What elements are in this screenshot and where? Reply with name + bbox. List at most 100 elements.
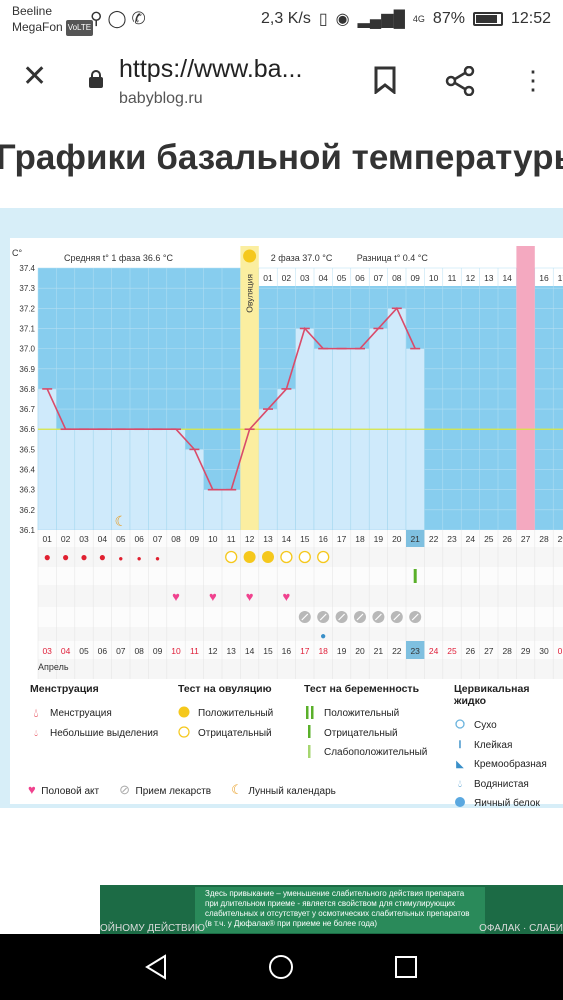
temp-bar	[221, 489, 241, 531]
date-label: 11	[190, 646, 199, 656]
y-tick-label: 37.1	[19, 324, 35, 333]
carrier-info: Beeline MegaFon VoLTE	[12, 3, 94, 36]
cycle-day-label: 12	[245, 534, 255, 544]
cycle-day-label: 08	[171, 534, 181, 544]
date-label: 10	[171, 646, 181, 656]
recents-icon[interactable]	[393, 954, 419, 980]
cycle-day-label: 20	[392, 534, 402, 544]
vibrate-icon: ▯	[318, 11, 328, 28]
more-menu-icon[interactable]: ⋮	[520, 65, 546, 95]
legend-item: Яичный белок	[474, 798, 540, 810]
status-bar: Beeline MegaFon VoLTE ⚲◯✆ 2,3 K/s ▯ ◉ ▂▄▆…	[0, 0, 563, 40]
pregnancy-negative-icon	[304, 725, 316, 741]
phase2-day-label: 01	[263, 273, 273, 283]
cycle-day-label: 17	[337, 534, 347, 544]
legend-item: Отрицательный	[324, 727, 398, 739]
ovulation-sun-icon	[243, 249, 257, 263]
cycle-day-label: 09	[190, 534, 200, 544]
positive-test-icon	[178, 706, 190, 721]
legend-item: Сухо	[474, 720, 497, 732]
carrier-1: Beeline	[12, 4, 53, 18]
legend-item: Слабоположительный	[324, 747, 428, 759]
phase2-average: 2 фаза 37.0 °C	[271, 253, 333, 263]
pill-icon: ⊘	[119, 782, 130, 797]
back-icon[interactable]	[143, 954, 169, 980]
legend-sex: ♥ Половой акт	[28, 782, 100, 797]
temp-bar	[184, 449, 204, 531]
marker-row	[38, 641, 563, 659]
ad-banner[interactable]: Здесь привыкание – уменьшение слабительн…	[100, 885, 563, 935]
phase2-day-label: 08	[392, 273, 402, 283]
temp-bar	[37, 388, 57, 531]
heart-icon: ♥	[172, 589, 180, 604]
y-axis-unit: C°	[12, 248, 22, 258]
carrier-2: MegaFon	[12, 20, 63, 34]
legend-item: Клейкая	[474, 739, 513, 751]
y-tick-label: 37.3	[19, 284, 35, 293]
notification-icons: ⚲◯✆	[90, 9, 151, 29]
negative-test-icon	[178, 726, 190, 741]
phase2-day-label: 04	[318, 273, 328, 283]
pill-icon-stroke	[411, 613, 419, 621]
pill-icon-stroke	[374, 613, 382, 621]
cycle-day-label: 16	[318, 534, 328, 544]
ad-text: Здесь привыкание – уменьшение слабительн…	[195, 887, 485, 933]
pregnancy-test-icon	[413, 569, 417, 583]
legend-menstruation: Менструация 💧︎ Менструация 💧︎ Небольшие вы…	[30, 683, 158, 743]
phase2-day-label: 11	[448, 273, 457, 283]
pill-icon-stroke	[393, 613, 401, 621]
date-label: 14	[245, 646, 255, 656]
menstruation-drop-icon: ●	[80, 550, 87, 564]
y-tick-label: 37.2	[19, 304, 35, 313]
net-speed: 2,3 K/s	[261, 10, 311, 27]
cycle-day-label: 22	[429, 534, 439, 544]
marker-row	[38, 530, 563, 547]
volte-badge: VoLTE	[65, 19, 94, 36]
y-tick-label: 36.6	[19, 425, 35, 434]
phase2-day-label: 07	[374, 273, 384, 283]
cycle-day-label: 03	[79, 534, 89, 544]
date-label: 04	[61, 646, 71, 656]
bookmark-icon[interactable]	[373, 66, 397, 94]
y-tick-label: 36.3	[19, 486, 35, 495]
legend-item: Положительный	[324, 708, 400, 720]
phase1-average: Средняя t° 1 фаза 36.6 °C	[64, 253, 173, 263]
y-tick-label: 36.7	[19, 405, 35, 414]
date-label: 30	[539, 646, 549, 656]
ov-test-positive-icon	[262, 551, 274, 563]
phase2-day-label: 05	[337, 273, 347, 283]
viber-icon: ✆	[131, 9, 151, 28]
date-label: 28	[502, 646, 512, 656]
ov-test-negative-icon	[225, 550, 238, 564]
cycle-day-label: 25	[484, 534, 494, 544]
date-label: 15	[263, 646, 273, 656]
cycle-day-label: 27	[521, 534, 531, 544]
menstruation-drop-icon: ●	[44, 550, 51, 564]
share-icon[interactable]	[445, 66, 475, 96]
temp-bar	[129, 428, 149, 531]
phase2-day-label: 13	[484, 273, 494, 283]
date-label: 06	[98, 646, 108, 656]
cycle-day-label: 14	[282, 534, 292, 544]
home-icon[interactable]	[268, 954, 294, 980]
date-label: 22	[392, 646, 402, 656]
temp-bar	[313, 348, 333, 531]
legend-item: Положительный	[198, 708, 274, 720]
url-text[interactable]: https://www.ba...	[119, 55, 303, 83]
clock: 12:52	[510, 10, 551, 27]
date-label: 20	[355, 646, 365, 656]
page-title: Графики базальной температуры	[0, 138, 563, 177]
discharge-drop-icon: ●	[137, 554, 142, 563]
cycle-day-label: 01	[42, 534, 52, 544]
cycle-day-label: 23	[447, 534, 457, 544]
temp-bar	[166, 428, 186, 531]
ov-test-negative-icon	[280, 550, 293, 564]
close-icon[interactable]: ✕	[22, 60, 48, 93]
watery-drop-icon: ●	[320, 631, 326, 642]
date-label: 29	[521, 646, 531, 656]
eye-icon: ◉	[335, 11, 350, 28]
cycle-day-label: 05	[116, 534, 126, 544]
date-label: 09	[153, 646, 163, 656]
cycle-day-label: 06	[134, 534, 144, 544]
legend-pregnancy-test: Тест на беременность Положительный Отриц…	[304, 683, 427, 763]
